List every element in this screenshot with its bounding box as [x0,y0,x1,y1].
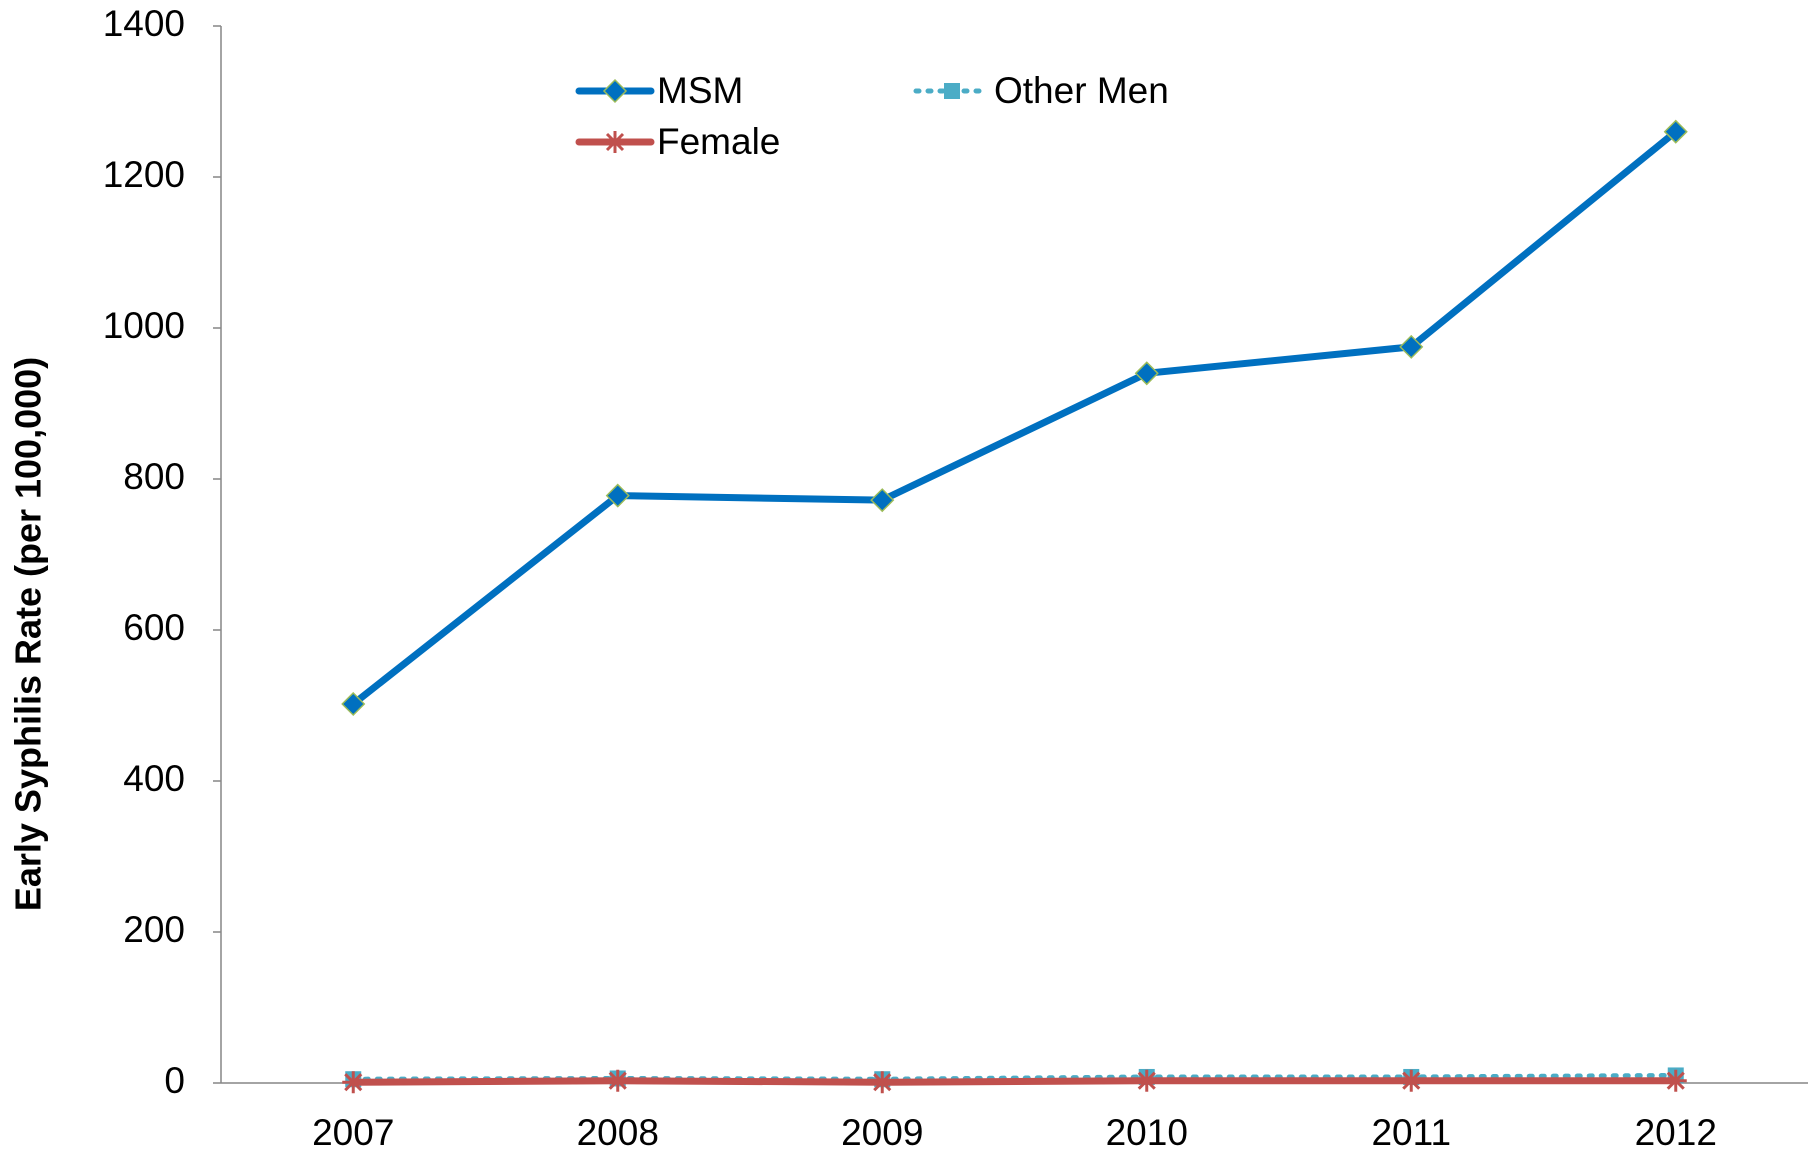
y-tick-label: 1400 [103,3,185,44]
x-tick-label: 2011 [1371,1112,1451,1150]
series-line [349,128,1680,708]
legend-label: Female [657,121,780,162]
data-point [871,1071,894,1094]
y-tick-label: 200 [123,909,185,950]
data-point [1399,334,1424,359]
data-point [870,488,895,513]
data-point [1134,361,1159,386]
y-tick-label: 0 [164,1060,185,1101]
x-tick-label: 2012 [1635,1112,1717,1150]
series-line [349,1077,1680,1086]
data-point [1135,1069,1158,1092]
x-tick-label: 2008 [577,1112,659,1150]
legend-label: MSM [657,70,743,111]
data-point [1663,119,1688,144]
data-point [342,1071,365,1094]
data-point [1400,1069,1423,1092]
data-point [606,1069,629,1092]
y-tick-label: 800 [123,456,185,497]
legend-marker [602,78,628,104]
data-point [605,483,630,508]
y-tick-label: 400 [123,758,185,799]
data-point [341,691,366,717]
x-tick-label: 2009 [841,1112,923,1150]
y-tick-label: 1000 [103,305,185,346]
x-tick-label: 2010 [1106,1112,1188,1150]
legend-label: Other Men [994,70,1169,111]
y-tick-label: 1200 [103,154,185,195]
legend-marker [604,131,626,153]
data-point [1664,1069,1687,1092]
y-axis-label: Early Syphilis Rate (per 100,000) [8,357,49,911]
x-tick-label: 2007 [312,1112,394,1150]
legend-marker [944,83,960,99]
y-tick-label: 600 [123,607,185,648]
